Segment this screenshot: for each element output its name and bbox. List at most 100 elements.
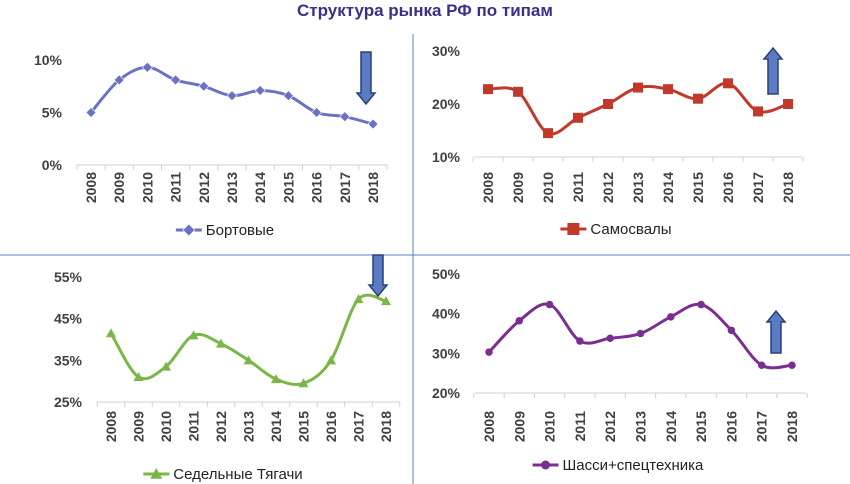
x-tick-label: 2016 xyxy=(323,411,339,442)
chart-panel-bortovye: 0% 5% 10% 2008 2009 2010 2011 2012 2013 2014 2015 2… xyxy=(34,51,388,239)
data-point xyxy=(573,112,583,123)
data-point xyxy=(170,74,182,86)
x-tick-label: 2015 xyxy=(690,172,706,203)
legend-label: Самосвалы xyxy=(590,221,671,238)
data-point xyxy=(133,372,144,381)
x-tick-label: 2016 xyxy=(723,411,739,442)
data-point xyxy=(367,118,379,130)
x-tick-label: 2011 xyxy=(186,411,202,442)
x-tick-label: 2010 xyxy=(542,411,558,442)
data-point xyxy=(727,326,736,335)
x-tick-label: 2015 xyxy=(296,411,312,442)
data-point xyxy=(216,338,226,348)
y-tick-label: 20% xyxy=(432,96,461,112)
x-tick-label: 2013 xyxy=(224,172,240,203)
trend-arrow-up xyxy=(762,46,784,95)
x-tick-label: 2012 xyxy=(196,172,212,203)
x-tick-label: 2009 xyxy=(131,411,147,442)
y-tick-label: 45% xyxy=(54,311,83,327)
x-tick-label: 2017 xyxy=(750,172,766,203)
legend-key-marker xyxy=(182,223,196,237)
legend-label: Бортовые xyxy=(206,222,274,239)
x-tick-label: 2015 xyxy=(280,172,296,203)
x-tick-label: 2010 xyxy=(540,172,556,203)
data-point xyxy=(697,300,705,309)
legend-label: Седельные Тягачи xyxy=(173,466,302,483)
data-point xyxy=(788,361,796,369)
x-tick-label: 2014 xyxy=(663,411,679,442)
x-tick-label: 2009 xyxy=(510,172,526,203)
legend-key-marker xyxy=(150,468,163,479)
trend-arrow-up xyxy=(765,309,787,354)
legend-key-marker xyxy=(541,460,551,470)
x-tick-label: 2017 xyxy=(754,411,770,442)
data-point xyxy=(243,355,254,365)
data-point xyxy=(311,107,323,118)
data-point xyxy=(106,328,116,338)
legend-label: Шасси+спецтехника xyxy=(563,457,705,474)
x-tick-label: 2016 xyxy=(720,172,736,203)
x-tick-label: 2009 xyxy=(511,411,527,442)
x-tick-label: 2015 xyxy=(693,411,709,442)
data-point xyxy=(543,128,553,139)
legend-key-marker xyxy=(567,223,580,235)
data-point xyxy=(271,374,281,384)
data-point xyxy=(663,84,673,95)
y-tick-label: 5% xyxy=(42,105,63,121)
y-tick-label: 10% xyxy=(34,52,63,68)
y-tick-label: 30% xyxy=(432,345,461,361)
chart-panel-samosvaly: 10% 20% 30% 2008 2009 2010 2011 2012 2013 2014 201… xyxy=(432,43,804,238)
y-tick-label: 25% xyxy=(54,394,83,410)
x-tick-label: 2012 xyxy=(602,411,618,442)
x-tick-label: 2010 xyxy=(158,411,174,442)
data-point xyxy=(576,337,584,345)
data-point xyxy=(485,348,493,356)
data-point xyxy=(188,330,199,340)
data-point xyxy=(606,334,614,343)
x-tick-label: 2012 xyxy=(213,411,229,442)
data-point xyxy=(226,90,238,102)
y-tick-label: 0% xyxy=(42,157,63,173)
data-point xyxy=(298,378,309,388)
x-tick-label: 2014 xyxy=(268,411,284,442)
data-point xyxy=(783,99,793,109)
data-point xyxy=(141,61,153,73)
x-tick-label: 2011 xyxy=(168,172,184,203)
x-tick-label: 2017 xyxy=(337,172,353,203)
x-tick-label: 2018 xyxy=(780,172,796,203)
x-tick-label: 2009 xyxy=(111,172,127,203)
chart-title: Структура рынка РФ по типам xyxy=(297,1,553,20)
data-point xyxy=(85,107,97,118)
x-tick-label: 2013 xyxy=(633,411,649,442)
series-line xyxy=(109,293,387,386)
x-tick-label: 2011 xyxy=(572,411,588,442)
data-point xyxy=(603,99,613,109)
data-point xyxy=(633,82,643,93)
x-tick-label: 2014 xyxy=(660,172,676,203)
data-point xyxy=(254,85,266,96)
data-point xyxy=(757,361,766,369)
data-point xyxy=(339,111,351,123)
x-tick-label: 2013 xyxy=(630,172,646,203)
x-tick-label: 2014 xyxy=(252,172,268,203)
y-tick-label: 10% xyxy=(432,149,461,165)
x-tick-label: 2013 xyxy=(241,411,257,442)
trend-arrow-down xyxy=(355,51,377,106)
data-point xyxy=(282,90,294,102)
x-tick-label: 2008 xyxy=(481,411,497,442)
x-tick-label: 2017 xyxy=(351,411,367,442)
chart-panel-sedelnye-tyagachi: 25% 35% 45% 55% 2008 2009 2010 2011 2012 2013 2014… xyxy=(54,254,401,483)
y-tick-label: 20% xyxy=(432,385,461,401)
data-point xyxy=(381,296,391,306)
data-point xyxy=(513,86,523,97)
data-point xyxy=(545,300,554,309)
x-tick-label: 2018 xyxy=(365,172,381,203)
data-point xyxy=(161,361,171,371)
data-point xyxy=(198,80,210,92)
data-point xyxy=(326,355,336,365)
x-tick-label: 2018 xyxy=(378,411,394,442)
data-point xyxy=(353,294,364,304)
x-tick-label: 2012 xyxy=(600,172,616,203)
x-tick-label: 2008 xyxy=(83,172,99,203)
